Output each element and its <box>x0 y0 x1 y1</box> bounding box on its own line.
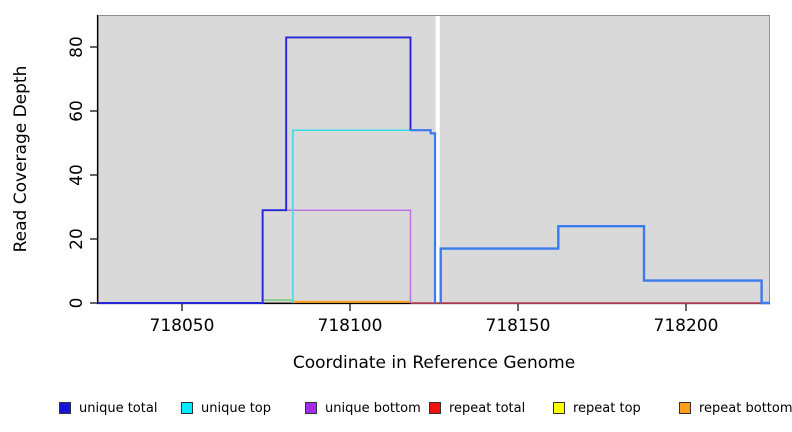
legend-swatch-repeat-bottom <box>679 402 691 414</box>
y-tick-label: 40 <box>67 164 87 186</box>
series-unique-total <box>98 36 412 304</box>
y-tick-label: 0 <box>67 298 87 309</box>
legend-swatch-repeat-total <box>429 402 441 414</box>
series-unique-top <box>292 129 411 303</box>
legend-label: unique top <box>201 400 272 416</box>
legend-label: repeat top <box>573 400 641 416</box>
legend-label: unique total <box>79 400 158 416</box>
legend-swatch-unique-bottom <box>305 402 317 414</box>
coverage-plot: 718050 718100 718150 718200 0 20 40 60 80 Coordi… <box>11 15 770 373</box>
y-tick-label: 80 <box>67 36 87 58</box>
x-tick-label: 718200 <box>654 316 719 336</box>
legend-item-repeat-total: repeat total <box>429 398 525 418</box>
x-axis-title: Coordinate in Reference Genome <box>293 353 575 373</box>
y-tick-label: 60 <box>67 100 87 122</box>
y-axis-title: Read Coverage Depth <box>11 66 31 253</box>
coverage-gap-band <box>435 16 440 302</box>
y-tick-label: 20 <box>67 228 87 250</box>
legend-item-repeat-bottom: repeat bottom <box>679 398 792 418</box>
x-tick-label: 718050 <box>150 316 215 336</box>
legend-label: unique bottom <box>325 400 421 416</box>
legend-label: repeat bottom <box>699 400 792 416</box>
legend-swatch-unique-total <box>59 402 71 414</box>
legend-swatch-repeat-top <box>553 402 565 414</box>
series-total-left-of-gap <box>410 129 437 303</box>
legend-item-unique-top: unique top <box>181 398 271 418</box>
chart-legend: unique total unique top unique bottom re… <box>0 398 792 422</box>
legend-item-unique-bottom: unique bottom <box>305 398 421 418</box>
legend-item-repeat-top: repeat top <box>553 398 641 418</box>
legend-item-unique-total: unique total <box>59 398 157 418</box>
series-total-right-of-gap <box>439 224 770 305</box>
x-tick-label: 718100 <box>318 316 383 336</box>
legend-label: repeat total <box>449 400 526 416</box>
legend-swatch-unique-top <box>181 402 193 414</box>
x-tick-label: 718150 <box>486 316 551 336</box>
